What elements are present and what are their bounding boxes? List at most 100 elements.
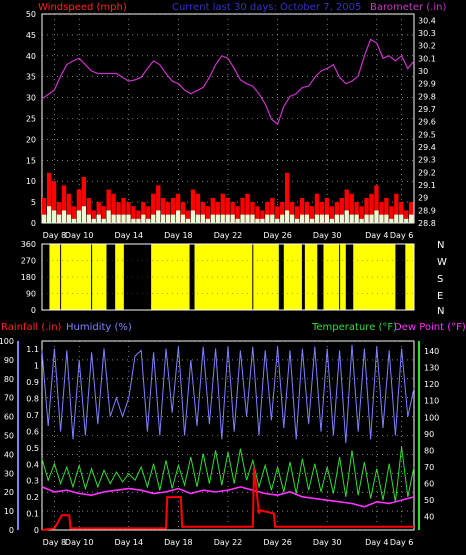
wind-y-tick-label: 5 <box>31 198 36 207</box>
avg-wind-bar <box>364 214 369 223</box>
gust-bar <box>86 197 91 223</box>
avg-wind-bar <box>260 218 265 223</box>
gust-bar <box>56 202 62 223</box>
gust-bar <box>96 202 101 223</box>
gust-bar <box>250 202 255 223</box>
avg-wind-bar <box>96 214 101 223</box>
avg-wind-bar <box>141 214 146 223</box>
gust-bar <box>309 206 315 223</box>
gust-bar <box>389 206 394 223</box>
direction-gap <box>42 244 50 310</box>
avg-wind-bar <box>329 218 335 223</box>
wind-x-tick-label: Day 10 <box>65 231 94 240</box>
temp-humidity-rain-panel: 0 10 20 30 40 50 60 70 80 90 100 0 0.1 0.2 0.3 0.4 0.5 0.… <box>0 337 439 547</box>
gust-bar <box>170 197 176 223</box>
avg-wind-bar <box>205 218 211 223</box>
direction-y-tick-label: 90 <box>26 290 36 299</box>
baro-y-tick-label: 29.1 <box>418 181 436 190</box>
direction-y-tick-label: 0 <box>31 306 36 315</box>
direction-y-tick-label: 180 <box>21 273 36 282</box>
gust-bar <box>215 202 220 223</box>
avg-wind-bar <box>161 214 166 223</box>
avg-wind-bar <box>180 214 186 223</box>
avg-wind-bar <box>359 218 364 223</box>
rain-y-tick-label: 0.2 <box>26 493 39 502</box>
gust-bar <box>394 193 399 223</box>
gust-bar <box>136 210 141 223</box>
avg-wind-bar <box>195 214 201 223</box>
gust-bar <box>359 206 364 223</box>
avg-wind-bar <box>126 214 131 223</box>
baro-y-tick-label: 30.1 <box>418 54 436 63</box>
avg-wind-bar <box>409 214 414 223</box>
avg-wind-bar <box>245 214 250 223</box>
compass-n-top: N <box>437 240 444 251</box>
gust-bar <box>364 197 369 223</box>
gust-bar <box>106 189 111 223</box>
direction-gap <box>106 244 116 310</box>
wind-x-tick-label: Day 6 <box>390 231 413 240</box>
gust-bar <box>290 202 295 223</box>
wind-y-tick-label: 40 <box>26 52 36 61</box>
temp-y-tick-label: 90 <box>424 430 434 439</box>
gust-bar <box>156 185 161 223</box>
wind-x-tick-label: Day 26 <box>263 231 292 240</box>
wind-axis-title: Windspeed (mph) <box>38 2 127 13</box>
avg-wind-bar <box>280 214 285 223</box>
avg-wind-bar <box>240 214 245 223</box>
gust-bar <box>260 210 265 223</box>
climate-x-tick-label: Day 30 <box>313 538 342 547</box>
baro-y-tick-label: 30.3 <box>418 29 436 38</box>
avg-wind-bar <box>61 210 67 223</box>
gust-bar <box>344 189 349 223</box>
avg-wind-bar <box>56 214 62 223</box>
rain-y-tick-label: 1.1 <box>26 345 39 354</box>
direction-gap <box>302 244 305 310</box>
avg-wind-bar <box>344 210 349 223</box>
gust-bar <box>81 177 87 223</box>
rain-axis-title: Rainfall (.in) <box>1 322 62 333</box>
avg-wind-bar <box>299 214 305 223</box>
avg-wind-bar <box>42 214 47 223</box>
rainfall-line <box>41 467 414 531</box>
avg-wind-bar <box>86 214 91 223</box>
baro-axis-title: Barometer (.in) <box>370 2 446 13</box>
humidity-y-tick-label: 100 <box>0 337 14 346</box>
wind-x-tick-label: Day 18 <box>164 231 193 240</box>
avg-wind-bar <box>285 210 290 223</box>
avg-wind-bar <box>121 214 126 223</box>
avg-wind-bar <box>91 218 96 223</box>
wind-y-tick-label: 15 <box>26 156 36 165</box>
gust-bar <box>225 197 230 223</box>
gust-bar <box>131 206 136 223</box>
avg-wind-bar <box>404 218 409 223</box>
baro-y-tick-label: 29 <box>418 194 428 203</box>
rain-y-tick-label: 0.3 <box>26 477 39 486</box>
avg-wind-bar <box>309 218 315 223</box>
avg-wind-bar <box>374 210 379 223</box>
baro-y-tick-label: 29.2 <box>418 168 436 177</box>
wind-y-tick-label: 10 <box>26 177 36 186</box>
gust-bar <box>175 193 181 223</box>
avg-wind-bar <box>339 214 344 223</box>
wind-x-tick-label: Day 22 <box>214 231 243 240</box>
avg-wind-bar <box>51 210 57 223</box>
gust-bar <box>230 202 235 223</box>
avg-wind-bar <box>314 214 320 223</box>
gust-bar <box>166 202 171 223</box>
baro-y-tick-label: 29.8 <box>418 92 436 101</box>
avg-wind-bar <box>170 214 176 223</box>
gust-bar <box>111 193 116 223</box>
gust-bar <box>369 193 374 223</box>
avg-wind-bar <box>215 214 220 223</box>
gust-bar <box>275 206 280 223</box>
avg-wind-bar <box>76 210 82 223</box>
gust-bar <box>66 193 72 223</box>
compass-e: E <box>437 291 443 302</box>
rain-y-tick-label: 0 <box>34 526 39 535</box>
gust-bar <box>349 193 354 223</box>
temp-y-tick-label: 60 <box>424 480 434 489</box>
climate-x-tick-label: Day 4 <box>365 538 388 547</box>
avg-wind-bar <box>175 210 181 223</box>
